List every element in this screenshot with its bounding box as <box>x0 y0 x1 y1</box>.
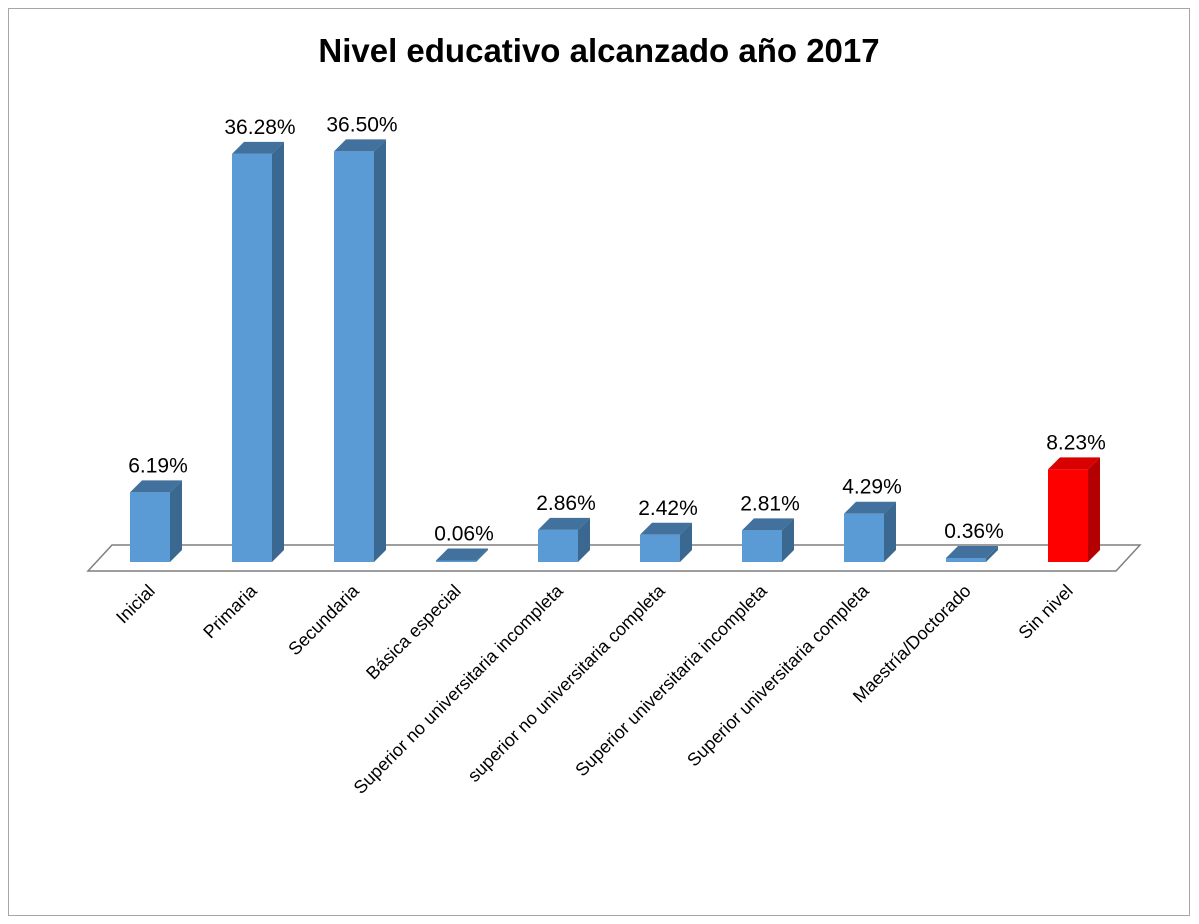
bar-1 <box>130 492 170 562</box>
bar-9-top <box>946 545 998 558</box>
bar-8-side <box>884 501 896 562</box>
data-label: 0.36% <box>944 520 1004 543</box>
bar-2-top <box>232 141 284 154</box>
bar-5 <box>538 529 578 562</box>
x-tick-label: Inicial <box>112 581 159 628</box>
bar-3 <box>334 151 374 562</box>
data-label: 6.19% <box>128 454 188 477</box>
bar-3-top <box>334 139 386 152</box>
chart-frame <box>8 8 1190 916</box>
bar-10-side <box>1088 457 1100 562</box>
x-tick-label: Básica especial <box>362 581 465 684</box>
bar-4-side <box>476 548 488 562</box>
bar-6-top <box>640 522 692 535</box>
x-tick-label: Superior universitaria completa <box>683 580 873 770</box>
bar-10-top <box>1048 457 1100 470</box>
bar-9 <box>946 557 986 562</box>
bar-1-top <box>130 480 182 493</box>
bar-8-top <box>844 501 896 514</box>
bar-3-side <box>374 139 386 562</box>
bar-2 <box>232 153 272 562</box>
bar-5-side <box>578 517 590 562</box>
data-label: 36.50% <box>326 113 397 136</box>
x-tick-label: Secundaria <box>284 580 363 659</box>
bar-7-side <box>782 518 794 562</box>
bar-6-side <box>680 522 692 562</box>
x-tick-label: Superior universitaria incompleta <box>571 580 771 780</box>
bar-5-top <box>538 517 590 530</box>
x-tick-label: superior no universitaria completa <box>464 580 670 786</box>
bar-4-top <box>436 548 488 561</box>
bar-2-side <box>272 141 284 562</box>
chart-title: Nivel educativo alcanzado año 2017 <box>318 32 880 69</box>
x-tick-label: Primaria <box>199 580 261 642</box>
data-label: 2.86% <box>536 492 596 515</box>
x-tick-label: Sin nivel <box>1015 581 1077 643</box>
bar-10 <box>1048 469 1088 562</box>
data-label: 36.28% <box>224 116 295 139</box>
x-tick-label: Superior no universitaria incompleta <box>350 580 568 798</box>
bar-8 <box>844 513 884 562</box>
bar-1-side <box>170 480 182 562</box>
data-label: 2.42% <box>638 497 698 520</box>
bar-7 <box>742 530 782 562</box>
data-label: 8.23% <box>1046 431 1106 454</box>
data-label: 2.81% <box>740 492 800 515</box>
bar-6 <box>640 534 680 562</box>
data-label: 0.06% <box>434 523 494 546</box>
bar-4 <box>436 560 476 562</box>
bar-7-top <box>742 518 794 531</box>
data-label: 4.29% <box>842 476 902 499</box>
bar-9-side <box>986 545 998 562</box>
